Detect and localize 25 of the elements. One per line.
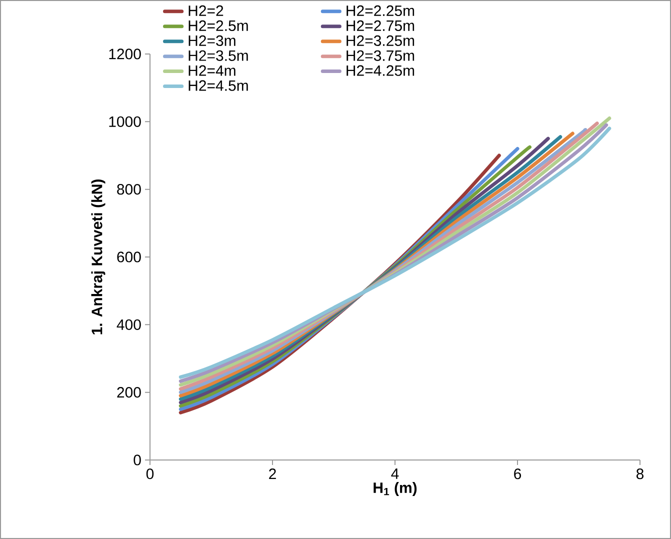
x-tick-label: 0	[146, 468, 154, 480]
legend-label: H2=2.25m	[346, 5, 414, 16]
y-tick-label: 800	[117, 184, 141, 195]
legend-label: H2=3.25m	[346, 35, 414, 46]
y-axis-title: 1. Ankraj Kuvveti (kN)	[91, 180, 106, 334]
y-tick-label: 400	[116, 319, 141, 330]
legend-label: H2=4.5m	[188, 80, 248, 91]
y-tick-label: 0	[134, 454, 141, 466]
y-tick-label: 1000	[109, 116, 141, 127]
legend-label: H2=2.5m	[188, 20, 248, 32]
x-tick-label: 6	[514, 468, 522, 480]
x-tick-label: 8	[636, 468, 644, 480]
legend-label: H2=4.25m	[346, 65, 414, 76]
legend-label: H2=2	[188, 5, 224, 16]
y-tick-label: 1200	[109, 48, 141, 60]
legend-label: H2=4m	[188, 65, 236, 76]
legend-label: H2=3.75m	[346, 50, 414, 61]
x-tick-label: 2	[269, 468, 276, 480]
x-tick-label: 4	[391, 468, 399, 479]
legend-label: H2=3.5m	[188, 50, 248, 61]
legend-label: H2=3m	[188, 35, 236, 46]
y-tick-label: 200	[117, 387, 141, 398]
y-tick-label: 600	[117, 252, 141, 262]
x-axis-title: H$_{1}$ (m)	[374, 482, 417, 496]
legend-label: H2=2.75m	[346, 20, 414, 32]
